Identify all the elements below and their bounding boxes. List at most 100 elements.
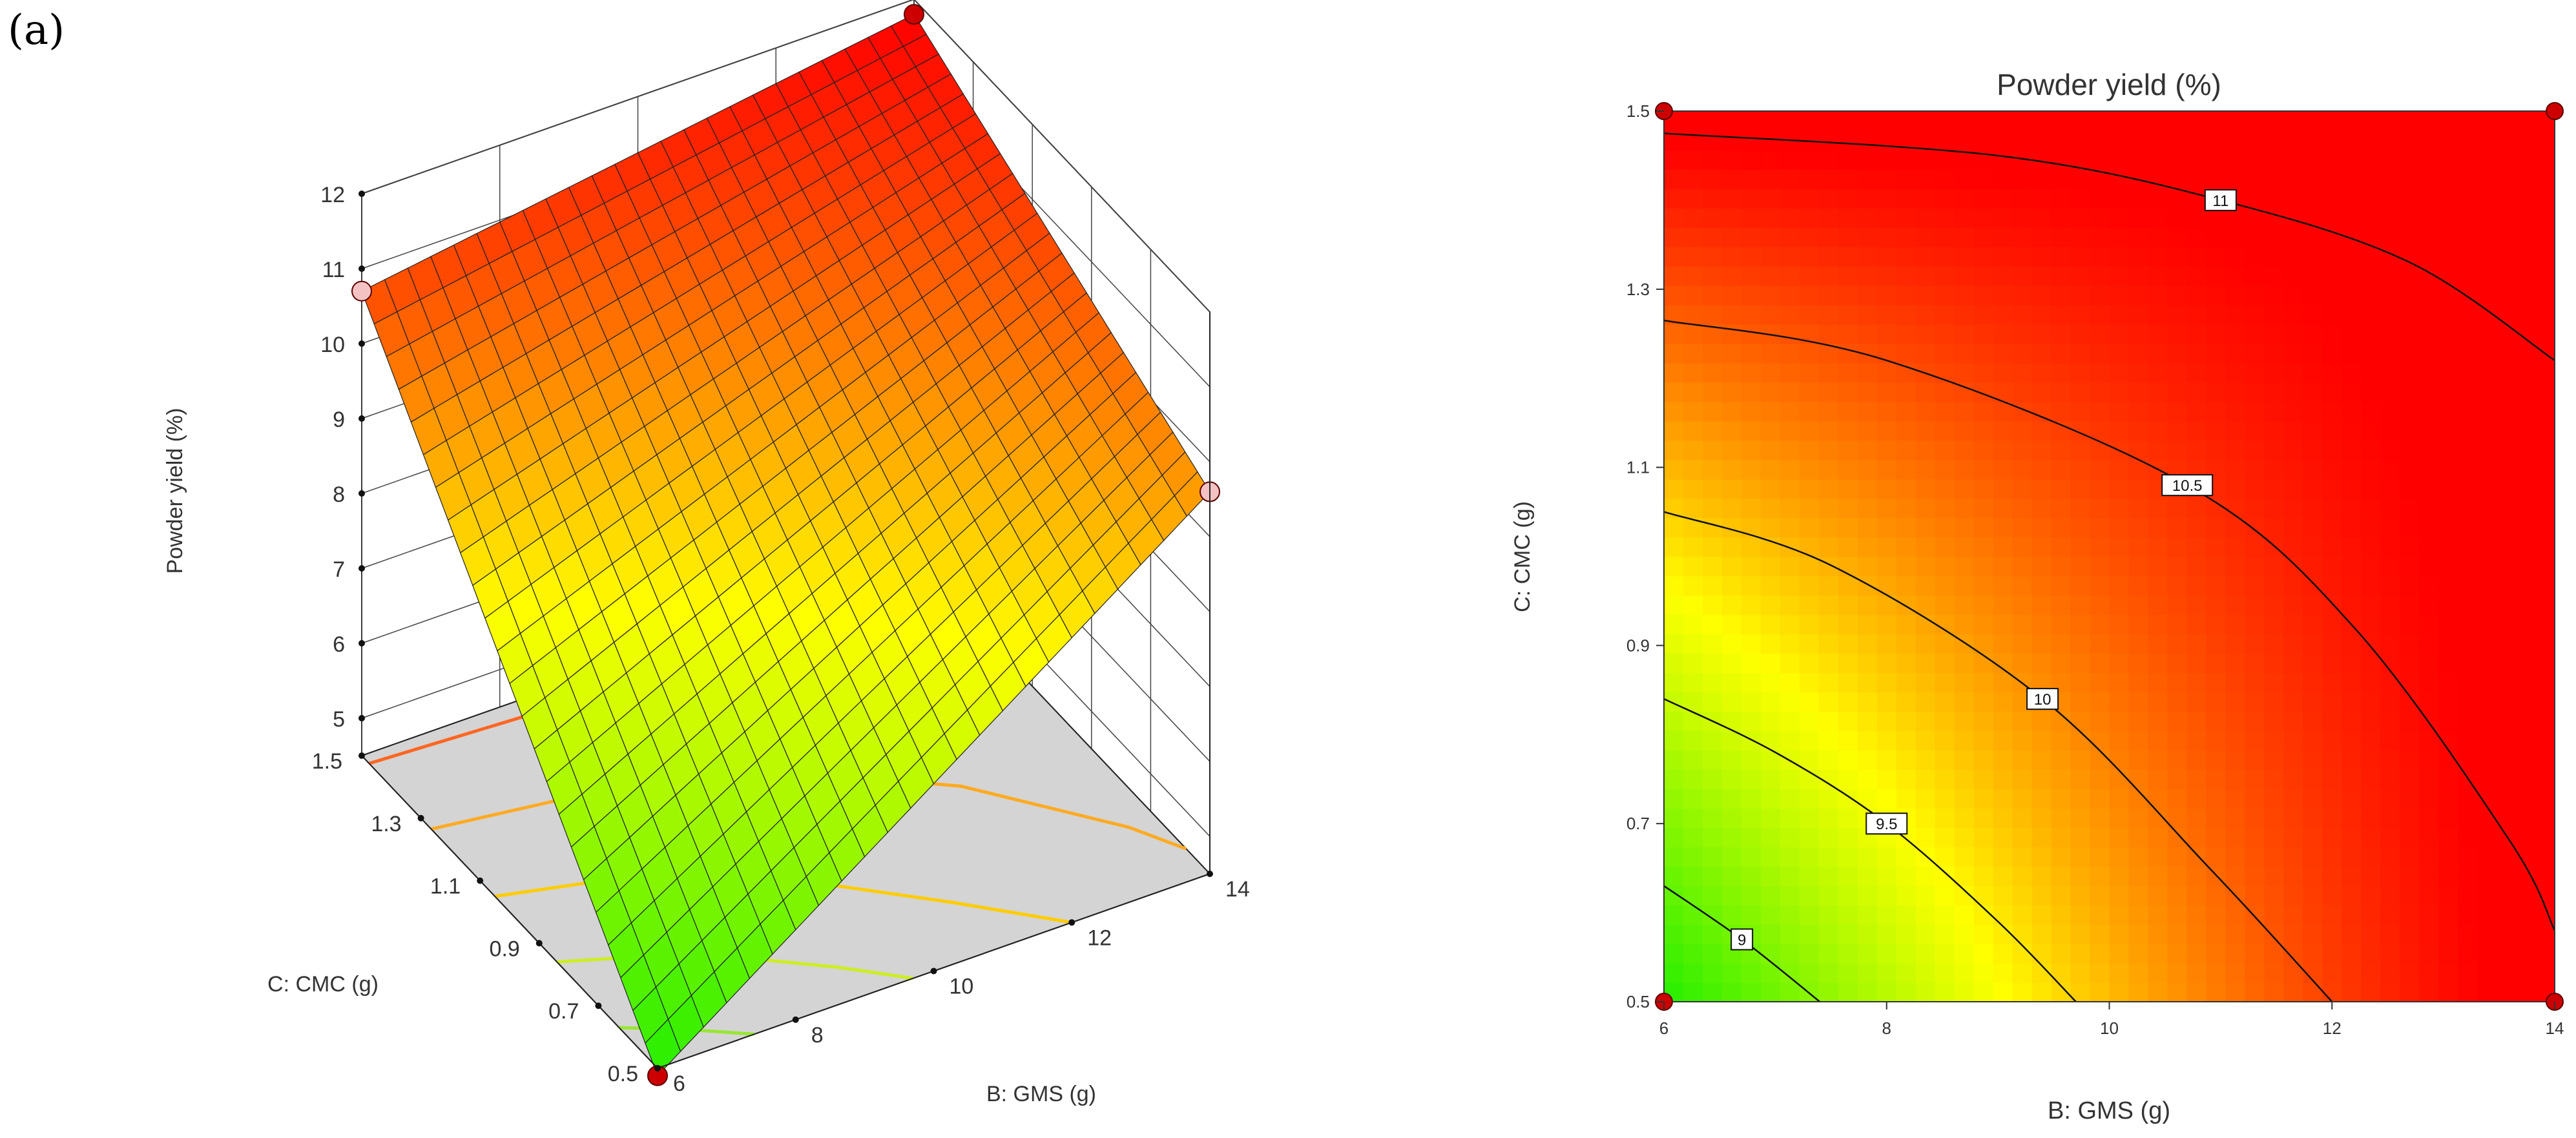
heat-cell [2186, 827, 2207, 847]
heat-cell [2206, 401, 2227, 422]
heat-cell [1993, 324, 2013, 344]
heat-cell [2167, 672, 2188, 693]
heat-cell [2497, 420, 2517, 441]
heat-cell [1702, 149, 1723, 170]
heat-cell [1664, 730, 1684, 751]
heat-cell [2458, 827, 2478, 847]
heat-cell [2535, 285, 2555, 305]
heat-cell [2245, 401, 2265, 422]
heat-cell [2148, 130, 2168, 150]
heat-cell [1818, 479, 1839, 499]
heat-cell [2206, 517, 2227, 538]
heat-cell [2535, 808, 2555, 828]
heat-cell [2012, 130, 2033, 150]
heat-cell [1818, 614, 1839, 635]
heat-cell [1799, 265, 1820, 286]
heat-cell [2361, 847, 2381, 867]
heat-cell [1838, 479, 1858, 499]
heat-cell [2225, 382, 2246, 402]
heat-cell [2303, 944, 2323, 964]
heat-cell [2109, 924, 2130, 944]
heat-cell [2419, 149, 2439, 170]
heat-cell [2458, 169, 2478, 189]
heat-cell [2167, 750, 2188, 771]
heat-cell [2264, 769, 2285, 790]
heat-cell [1664, 924, 1684, 944]
heat-cell [2380, 885, 2400, 905]
heat-cell [1683, 595, 1703, 616]
heat-cell [2090, 730, 2110, 751]
heat-cell [2264, 343, 2285, 364]
heat-cell [2458, 653, 2478, 674]
heat-cell [2012, 847, 2033, 867]
heat-cell [2477, 149, 2497, 170]
heat-cell [2477, 982, 2497, 1002]
heat-cell [2051, 653, 2072, 674]
heat-cell [2497, 498, 2517, 519]
heat-cell [2225, 827, 2246, 847]
heat-cell [2012, 808, 2033, 828]
heat-cell [2070, 672, 2091, 693]
heat-cell [2380, 634, 2400, 654]
heat-cell [2206, 149, 2227, 170]
heat-cell [1683, 924, 1703, 944]
heat-cell [1760, 362, 1781, 383]
heat-cell [1896, 111, 1916, 131]
heat-cell [2438, 963, 2458, 983]
heat-cell [2477, 556, 2497, 577]
heat-cell [1973, 304, 1994, 325]
heat-cell [1664, 866, 1684, 886]
heat-cell [2322, 982, 2343, 1002]
heat-cell [2361, 149, 2381, 170]
y-tick-dot [358, 752, 365, 759]
heat-cell [1993, 905, 2013, 925]
heat-cell [2245, 111, 2265, 131]
heat-cell [2380, 111, 2400, 131]
heat-cell [2225, 847, 2246, 867]
heat-cell [1876, 944, 1897, 964]
heat-cell [2477, 343, 2497, 364]
heat-cell [1664, 246, 1684, 267]
heat-cell [1915, 634, 1936, 654]
heat-cell [2497, 653, 2517, 674]
heat-cell [1876, 362, 1897, 383]
heat-cell [2303, 634, 2323, 654]
heat-cell [2245, 711, 2265, 732]
heat-cell [2264, 324, 2285, 344]
heat-cell [1993, 963, 2013, 983]
heat-cell [2458, 944, 2478, 964]
heat-cell [1993, 789, 2013, 809]
heat-cell [2186, 653, 2207, 674]
heat-cell [2090, 188, 2110, 209]
heat-cell [2535, 420, 2555, 441]
heat-cell [2516, 111, 2536, 131]
heat-cell [1838, 498, 1858, 519]
heat-cell [2516, 692, 2536, 712]
heat-cell [1721, 556, 1742, 577]
heat-cell [2342, 595, 2362, 616]
heat-cell [1741, 556, 1761, 577]
heat-cell [2419, 672, 2439, 693]
heat-cell [2186, 730, 2207, 751]
heat-cell [2283, 188, 2304, 209]
heat-cell [1915, 401, 1936, 422]
heat-cell [1818, 382, 1839, 402]
heat-cell [1818, 420, 1839, 441]
heat-cell [2225, 401, 2246, 422]
heat-cell [2303, 614, 2323, 635]
heat-cell [2497, 866, 2517, 886]
heat-cell [1915, 265, 1936, 286]
heat-cell [2458, 343, 2478, 364]
heat-cell [1993, 149, 2013, 170]
heat-cell [1664, 944, 1684, 964]
heat-cell [2109, 692, 2130, 712]
heat-cell [1838, 944, 1858, 964]
heat-cell [2186, 324, 2207, 344]
heat-cell [2245, 479, 2265, 499]
heat-cell [1973, 479, 1994, 499]
heat-cell [2031, 440, 2052, 460]
heat-cell [2419, 207, 2439, 228]
heat-cell [1702, 595, 1723, 616]
heat-cell [2438, 517, 2458, 538]
